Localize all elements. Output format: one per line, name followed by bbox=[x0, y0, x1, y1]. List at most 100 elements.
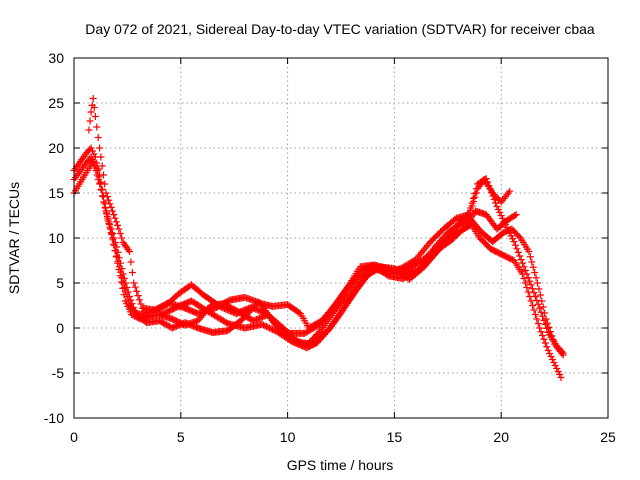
data-point bbox=[85, 126, 93, 134]
data-point bbox=[91, 113, 99, 120]
data-point bbox=[529, 263, 537, 271]
y-tick-label: -10 bbox=[44, 410, 64, 426]
data-point bbox=[271, 327, 279, 335]
data-point bbox=[492, 199, 500, 207]
x-tick-label: 5 bbox=[177, 429, 185, 445]
data-point bbox=[536, 291, 544, 299]
data-point bbox=[540, 335, 548, 343]
data-point bbox=[523, 270, 531, 278]
data-point bbox=[546, 350, 554, 357]
data-point bbox=[260, 312, 268, 320]
data-point bbox=[516, 252, 524, 260]
data-point bbox=[486, 185, 494, 193]
data-point bbox=[521, 266, 529, 274]
data-point bbox=[87, 144, 95, 152]
data-point bbox=[488, 189, 496, 197]
data-point bbox=[270, 326, 278, 334]
data-point bbox=[534, 279, 542, 287]
data-point bbox=[254, 315, 262, 323]
data-point bbox=[529, 302, 537, 309]
data-point bbox=[494, 206, 502, 213]
data-point bbox=[97, 186, 105, 194]
data-point bbox=[87, 108, 95, 116]
data-point bbox=[101, 180, 109, 188]
data-point bbox=[484, 178, 492, 186]
x-axis-label: GPS time / hours bbox=[287, 457, 394, 473]
data-point bbox=[90, 104, 98, 111]
data-point bbox=[539, 303, 547, 311]
data-point bbox=[118, 234, 126, 242]
data-point bbox=[541, 339, 549, 347]
chart-title: Day 072 of 2021, Sidereal Day-to-day VTE… bbox=[85, 21, 595, 37]
data-point bbox=[510, 238, 518, 246]
data-point bbox=[533, 296, 541, 304]
data-point bbox=[553, 365, 561, 372]
data-point bbox=[108, 207, 116, 215]
data-point bbox=[98, 162, 106, 170]
data-point bbox=[115, 225, 123, 233]
data-point bbox=[558, 348, 566, 356]
data-point bbox=[115, 254, 123, 262]
data-point bbox=[112, 218, 120, 226]
data-point bbox=[128, 300, 136, 308]
x-tick-label: 20 bbox=[493, 429, 509, 445]
data-point bbox=[124, 288, 132, 296]
data-point bbox=[520, 263, 528, 271]
data-point bbox=[531, 293, 539, 300]
y-tick-label: 30 bbox=[48, 50, 64, 66]
data-point bbox=[489, 192, 497, 200]
data-point bbox=[126, 293, 134, 300]
data-point bbox=[497, 212, 505, 219]
data-point bbox=[537, 308, 545, 316]
data-point bbox=[551, 362, 559, 369]
data-point bbox=[96, 144, 104, 152]
data-point bbox=[472, 185, 480, 193]
data-point bbox=[127, 258, 135, 266]
data-point bbox=[506, 187, 514, 195]
data-point bbox=[103, 193, 111, 201]
x-tick-label: 15 bbox=[387, 429, 403, 445]
data-point bbox=[493, 203, 501, 210]
data-point bbox=[249, 317, 257, 325]
data-point bbox=[107, 225, 115, 233]
data-point bbox=[122, 279, 130, 287]
data-point bbox=[544, 347, 552, 354]
data-point bbox=[133, 287, 141, 295]
data-point bbox=[249, 304, 257, 312]
x-tick-label: 0 bbox=[70, 429, 78, 445]
data-point bbox=[485, 182, 493, 190]
data-point bbox=[110, 234, 118, 242]
data-point bbox=[526, 277, 534, 285]
data-point bbox=[136, 296, 144, 304]
data-point bbox=[245, 309, 253, 317]
data-point bbox=[268, 325, 276, 333]
data-point bbox=[123, 284, 131, 291]
y-tick-label: 20 bbox=[48, 140, 64, 156]
data-point bbox=[101, 204, 109, 212]
data-point bbox=[114, 221, 122, 229]
data-series bbox=[70, 95, 567, 381]
data-point bbox=[259, 321, 267, 329]
plot-frame bbox=[73, 57, 609, 419]
data-point bbox=[537, 328, 545, 336]
data-point bbox=[521, 279, 529, 287]
y-tick-label: 0 bbox=[56, 320, 64, 336]
data-point bbox=[113, 243, 121, 251]
data-point bbox=[471, 190, 479, 198]
data-point bbox=[120, 275, 128, 282]
x-tick-label: 25 bbox=[600, 429, 616, 445]
data-point bbox=[119, 270, 127, 278]
data-point bbox=[515, 233, 523, 240]
data-point bbox=[520, 275, 528, 282]
data-point bbox=[526, 253, 534, 261]
data-point bbox=[264, 323, 272, 331]
data-point bbox=[106, 200, 114, 208]
data-point bbox=[89, 158, 97, 165]
data-point bbox=[530, 306, 538, 314]
data-point bbox=[97, 153, 105, 161]
data-point bbox=[94, 134, 102, 141]
data-point bbox=[111, 214, 119, 222]
data-point bbox=[99, 171, 107, 179]
data-point bbox=[255, 306, 263, 314]
